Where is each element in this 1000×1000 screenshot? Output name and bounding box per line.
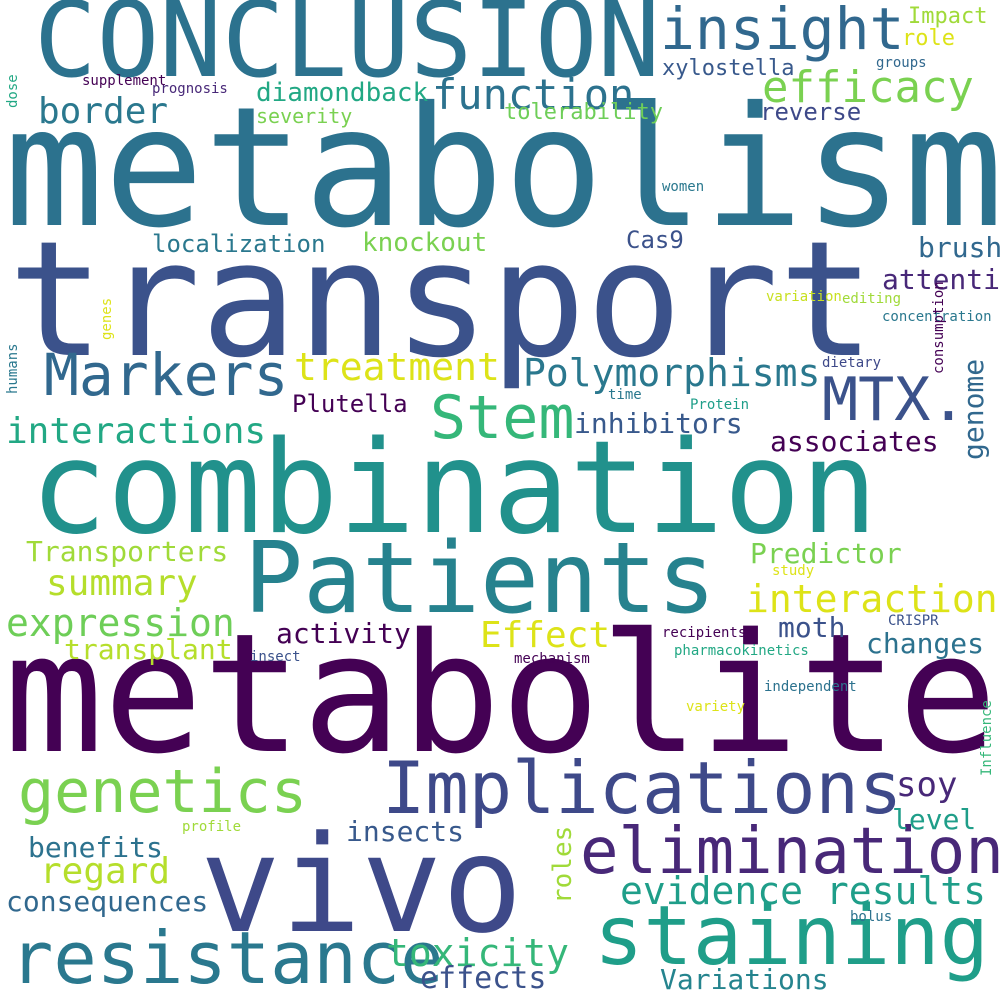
word-groups: role — [902, 26, 955, 51]
word-markers: Markers — [44, 341, 289, 409]
word-genes: variety — [686, 699, 746, 715]
word-elimination: elimination — [580, 815, 1000, 889]
word-dose: independent — [764, 679, 857, 695]
word-interactions: interactions — [6, 411, 267, 452]
word-consequences: consequences — [6, 885, 209, 918]
word-polymorphisms: Polymorphisms — [523, 351, 821, 395]
word-metabolism: metabolism — [4, 72, 1000, 265]
word-time: variation — [766, 289, 842, 305]
word-impact: xylostella — [662, 56, 795, 81]
word-interaction: interaction — [746, 577, 998, 621]
word-function: function — [432, 70, 635, 119]
word-severity: diamondback — [256, 78, 429, 108]
word-insects: insects — [346, 815, 465, 848]
word-variation: dose — [5, 74, 21, 108]
word-diamondback: localization — [152, 230, 326, 258]
word-consumption: profile — [182, 819, 242, 835]
word-insect: time — [608, 387, 642, 403]
word-roles: roles — [548, 825, 578, 904]
word-transplant: transplant — [64, 633, 233, 666]
word-summary: summary — [46, 563, 198, 604]
word-plutella: Plutella — [292, 390, 408, 418]
word-metabolite: metabolite — [4, 598, 998, 790]
word-mtx: MTX. — [822, 365, 967, 435]
word-staining: staining — [594, 889, 989, 984]
word-tolerability: severity — [256, 104, 353, 128]
word-resistance: resistance — [10, 916, 444, 1000]
word-role: Impact — [908, 4, 988, 29]
word-variety: recipients — [662, 625, 747, 641]
word-vivo: vivo — [200, 807, 523, 963]
word-transporters: Transporters — [26, 535, 229, 568]
word-conclusion: CONCLUSION — [34, 0, 661, 101]
word-concentration: genes — [99, 297, 115, 340]
word-variations: Variations — [660, 963, 829, 996]
word-border: border — [38, 91, 169, 132]
word-level: level — [892, 803, 977, 836]
word-expression: expression — [6, 601, 235, 645]
word-independent: CRISPR — [888, 613, 939, 629]
word-benefits: benefits — [28, 831, 163, 864]
word-bolus: mechanism — [514, 651, 590, 667]
word-treatment: treatment — [294, 345, 500, 389]
word-activity: activity — [276, 617, 411, 650]
word-associates: associates — [770, 425, 939, 458]
word-editing: women — [662, 179, 705, 195]
word-recipients: dietary — [822, 355, 882, 371]
word-soy: soy — [896, 765, 958, 805]
word-evidence-results: evidence results — [620, 869, 987, 913]
word-knockout: Cas9 — [626, 226, 684, 254]
word-patients: Patients — [244, 522, 717, 636]
word-genome: pharmacokinetics — [674, 643, 809, 659]
word-crispr: consumption — [931, 281, 947, 374]
word-localization: knockout — [362, 228, 488, 258]
word-mechanism: Protein — [690, 397, 750, 413]
word-changes: changes — [866, 627, 985, 660]
word-moth: moth — [778, 611, 846, 644]
word-attention: genome — [957, 358, 990, 460]
word-stem: Stem — [430, 383, 575, 453]
word-supplement: prognosis — [152, 81, 228, 97]
word-genetics: genetics — [18, 757, 307, 827]
word-reverse: tolerability — [504, 100, 663, 125]
word-regard: regard — [40, 851, 171, 892]
word-insight: insight — [660, 0, 905, 63]
word-pharmacokinetics: study — [772, 563, 815, 579]
word-influence: bolus — [850, 909, 893, 925]
word-toxicity: toxicity — [386, 931, 570, 975]
word-inhibitors: inhibitors — [574, 407, 743, 440]
word-effect: Effect — [480, 615, 611, 656]
word-prognosis: groups — [876, 55, 927, 71]
word-cas9: brush — [918, 231, 1000, 264]
word-combination: combination — [30, 414, 878, 563]
word-humans: Influence — [979, 700, 995, 776]
word-transport: transport — [8, 206, 875, 393]
word-study: concentration — [882, 309, 992, 325]
word-women: supplement — [82, 73, 167, 89]
word-dietary: humans — [5, 343, 21, 394]
word-protein: editing — [842, 291, 902, 307]
word-efficacy: efficacy — [762, 62, 974, 113]
word-profile: insect — [250, 649, 301, 665]
word-predictor: Predictor — [750, 537, 902, 570]
word-effects: effects — [420, 961, 547, 996]
word-brush: attention — [882, 263, 1000, 296]
word-xylostella: reverse — [760, 98, 862, 126]
word-implications: Implications — [382, 746, 903, 830]
